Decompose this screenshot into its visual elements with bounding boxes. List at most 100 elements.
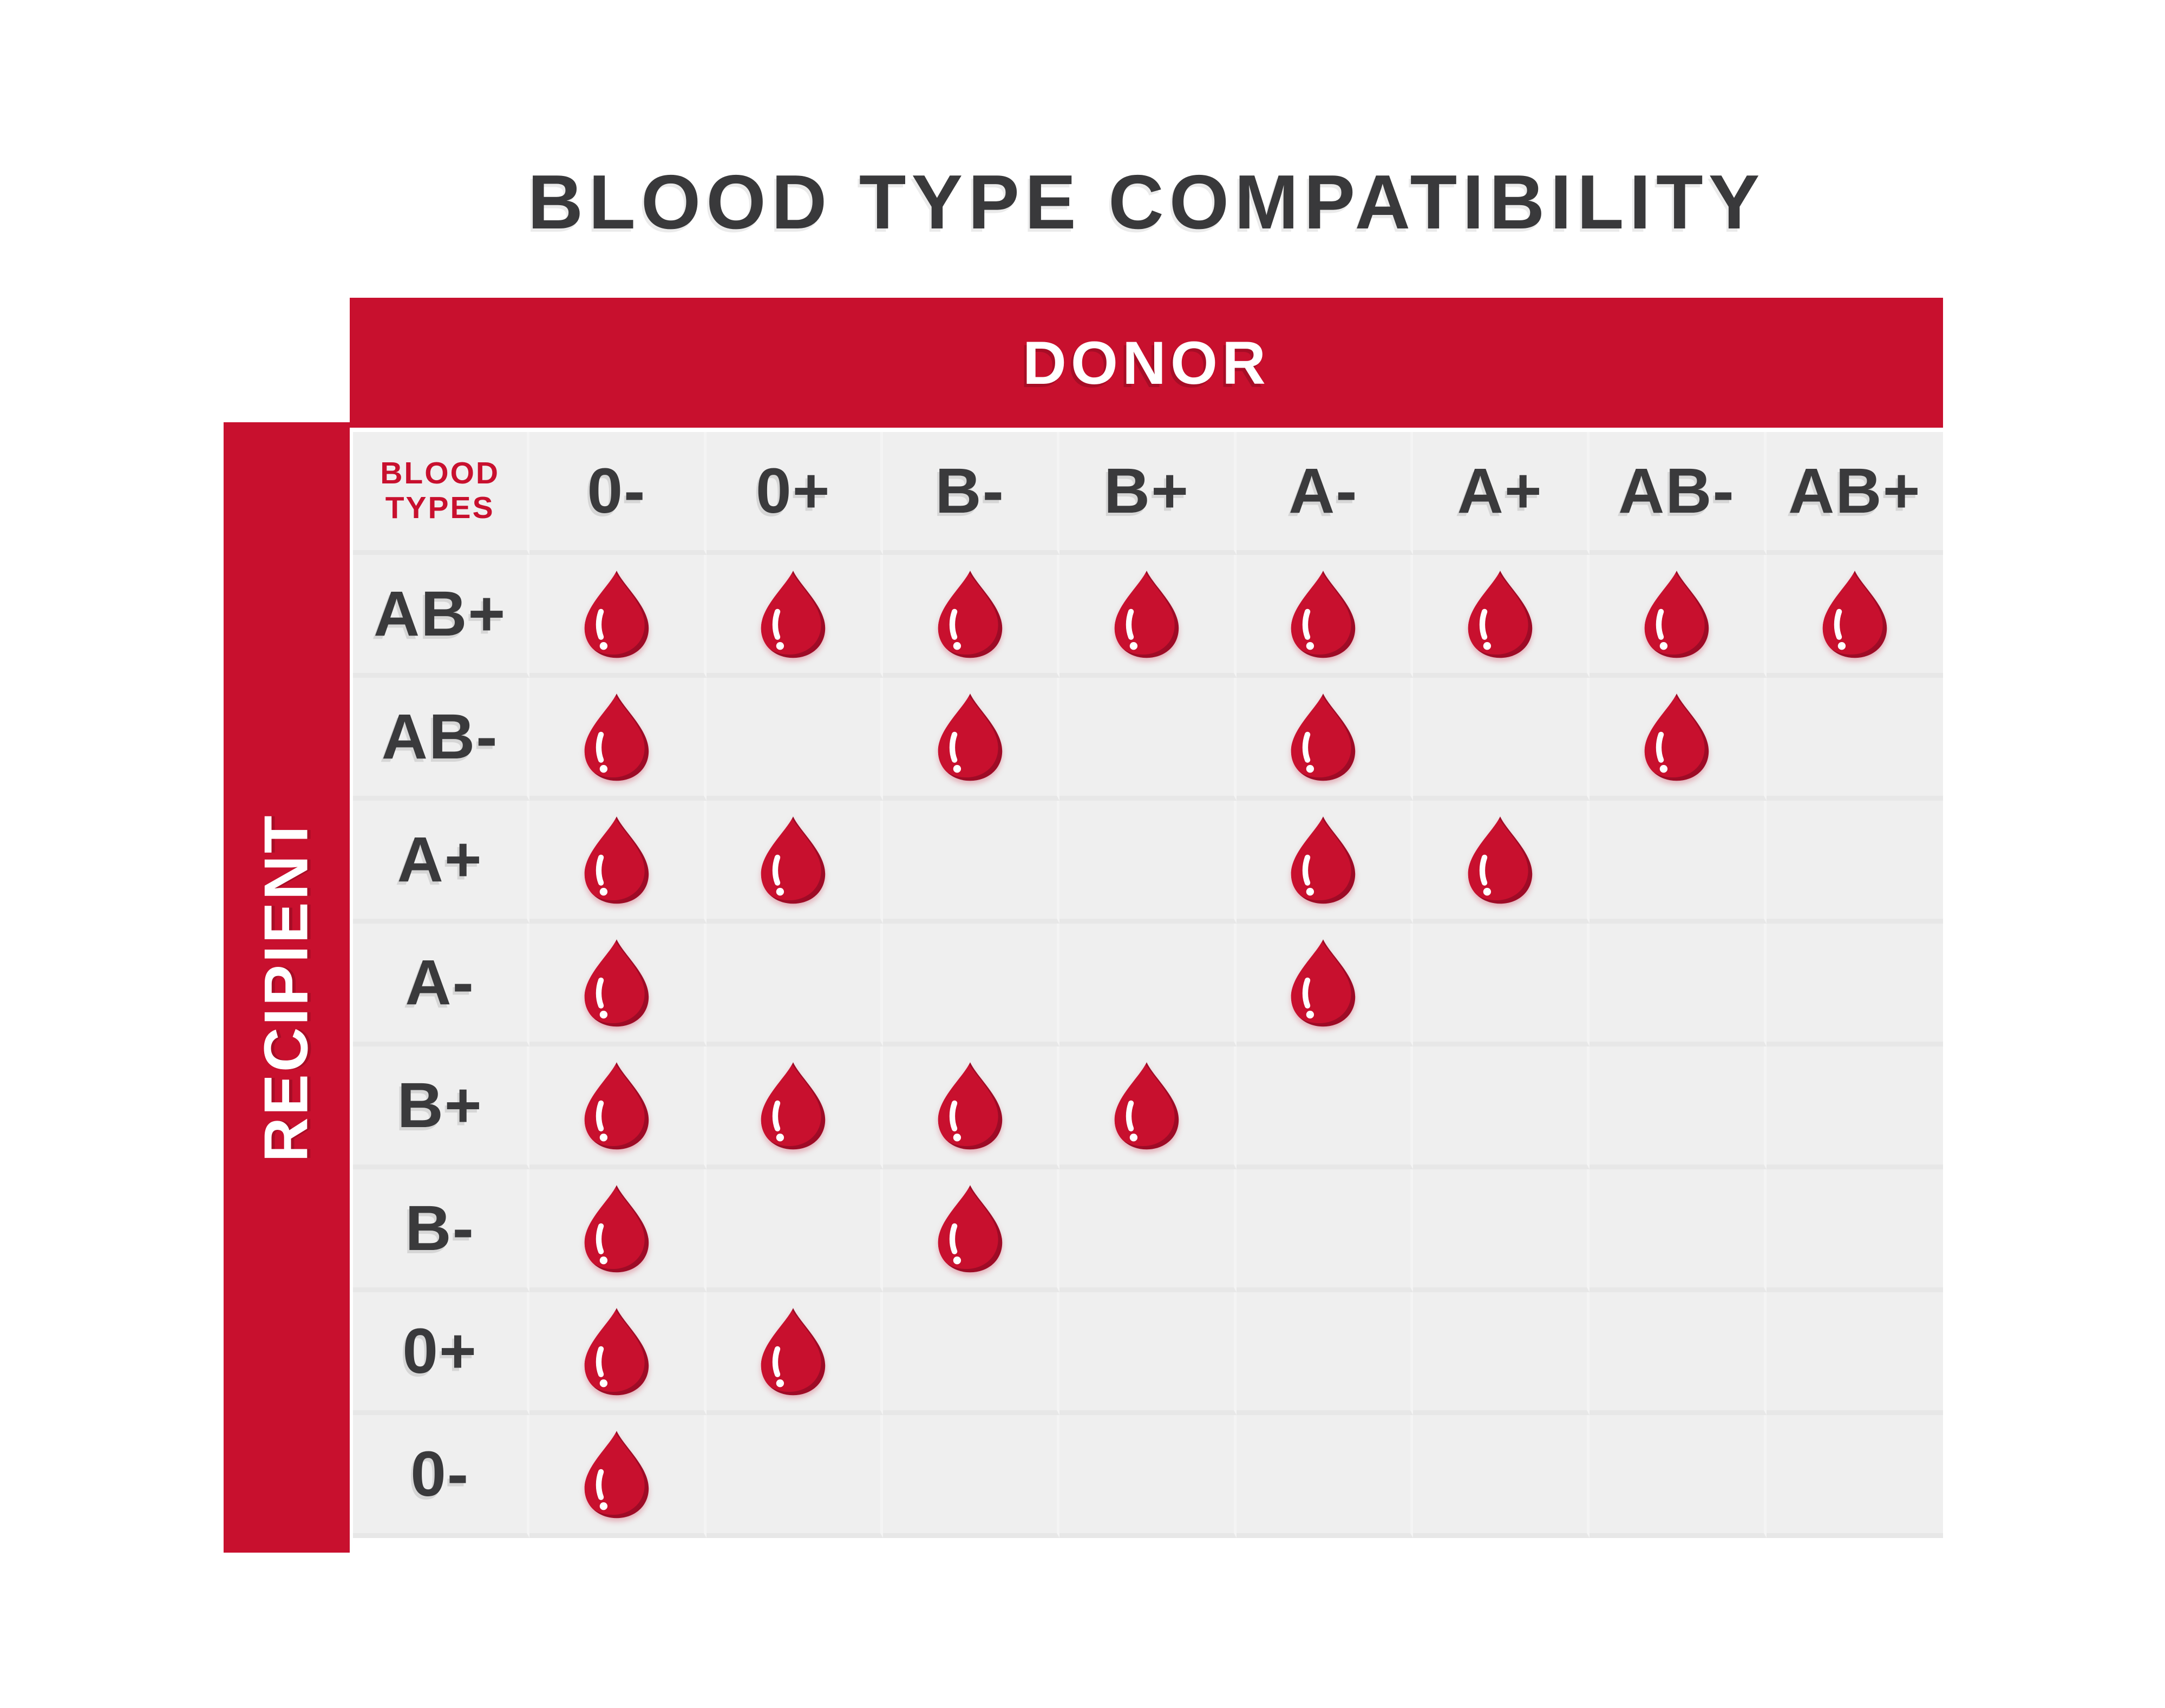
- blood-drop-icon: [1114, 1062, 1179, 1150]
- blood-drop-icon: [761, 816, 826, 904]
- matrix-cell-ab--from-0+: [706, 678, 883, 801]
- matrix-cell-a--from-ab-: [1590, 924, 1767, 1046]
- donor-column-header-a-: A-: [1236, 432, 1413, 555]
- blood-drop-icon: [761, 1308, 826, 1396]
- matrix-cell-b--from-0+: [706, 1169, 883, 1292]
- recipient-row-label-text: 0+: [402, 1316, 478, 1387]
- matrix-cell-a+-from-0-: [529, 801, 707, 924]
- recipient-row-label-0+: 0+: [353, 1292, 530, 1415]
- recipient-header-label: RECIPIENT: [252, 813, 322, 1162]
- matrix-cell-a+-from-a+: [1413, 801, 1590, 924]
- donor-column-header-label: AB+: [1788, 455, 1921, 527]
- recipient-row-label-b+: B+: [353, 1046, 530, 1169]
- blood-drop-icon: [584, 1062, 649, 1150]
- matrix-cell-a--from-b-: [883, 924, 1060, 1046]
- matrix-cell-ab--from-b+: [1059, 678, 1237, 801]
- matrix-cell-b+-from-0+: [706, 1046, 883, 1169]
- blood-drop-icon: [584, 939, 649, 1027]
- matrix-cell-ab--from-ab+: [1766, 678, 1943, 801]
- matrix-cell-0--from-0-: [529, 1415, 707, 1538]
- donor-column-header-0-: 0-: [529, 432, 707, 555]
- donor-column-header-ab-: AB-: [1590, 432, 1767, 555]
- matrix-cell-b+-from-ab+: [1766, 1046, 1943, 1169]
- matrix-cell-ab--from-0-: [529, 678, 707, 801]
- recipient-row-label-text: AB-: [381, 701, 499, 773]
- recipient-row-label-a+: A+: [353, 801, 530, 924]
- matrix-cell-b--from-0-: [529, 1169, 707, 1292]
- blood-drop-icon: [584, 571, 649, 658]
- corner-cell-blood-types: BLOOD TYPES: [353, 432, 530, 555]
- matrix-cell-0--from-b-: [883, 1415, 1060, 1538]
- blood-drop-icon: [938, 1185, 1002, 1273]
- matrix-cell-b--from-b-: [883, 1169, 1060, 1292]
- matrix-cell-a--from-a-: [1236, 924, 1413, 1046]
- matrix-cell-a+-from-b+: [1059, 801, 1237, 924]
- blood-drop-icon: [1291, 571, 1356, 658]
- matrix-cell-a--from-a+: [1413, 924, 1590, 1046]
- matrix-cell-b--from-b+: [1059, 1169, 1237, 1292]
- matrix-cell-ab+-from-0+: [706, 555, 883, 678]
- matrix-cell-0--from-ab+: [1766, 1415, 1943, 1538]
- blood-drop-icon: [1114, 571, 1179, 658]
- recipient-row-label-text: B+: [397, 1070, 483, 1141]
- donor-column-header-ab+: AB+: [1766, 432, 1943, 555]
- matrix-cell-b+-from-0-: [529, 1046, 707, 1169]
- recipient-row-label-text: AB+: [373, 578, 507, 650]
- matrix-cell-b+-from-a-: [1236, 1046, 1413, 1169]
- corner-label-line: TYPES: [385, 490, 495, 525]
- matrix-cell-ab--from-ab-: [1590, 678, 1767, 801]
- matrix-cell-b+-from-a+: [1413, 1046, 1590, 1169]
- blood-drop-icon: [1291, 693, 1356, 781]
- matrix-cell-0+-from-b-: [883, 1292, 1060, 1415]
- matrix-cell-a+-from-ab+: [1766, 801, 1943, 924]
- blood-drop-icon: [1291, 816, 1356, 904]
- matrix-cell-ab+-from-a-: [1236, 555, 1413, 678]
- matrix-cell-a--from-ab+: [1766, 924, 1943, 1046]
- matrix-cell-a+-from-ab-: [1590, 801, 1767, 924]
- recipient-row-label-0-: 0-: [353, 1415, 530, 1538]
- donor-column-header-label: AB-: [1618, 455, 1735, 527]
- matrix-cell-0+-from-0+: [706, 1292, 883, 1415]
- matrix-cell-b+-from-b+: [1059, 1046, 1237, 1169]
- donor-column-header-label: B+: [1103, 455, 1190, 527]
- donor-column-header-a+: A+: [1413, 432, 1590, 555]
- blood-drop-icon: [584, 1185, 649, 1273]
- donor-column-header-label: 0+: [756, 455, 831, 527]
- donor-column-header-label: A-: [1288, 455, 1358, 527]
- recipient-row-label-a-: A-: [353, 924, 530, 1046]
- matrix-cell-b--from-a-: [1236, 1169, 1413, 1292]
- recipient-row-label-text: A-: [405, 947, 475, 1018]
- matrix-cell-b--from-a+: [1413, 1169, 1590, 1292]
- donor-column-header-label: 0-: [587, 455, 646, 527]
- matrix-cell-ab+-from-a+: [1413, 555, 1590, 678]
- blood-drop-icon: [584, 1308, 649, 1396]
- recipient-row-label-ab-: AB-: [353, 678, 530, 801]
- matrix-cell-ab+-from-0-: [529, 555, 707, 678]
- blood-drop-icon: [1644, 571, 1709, 658]
- blood-drop-icon: [938, 571, 1002, 658]
- recipient-row-label-b-: B-: [353, 1169, 530, 1292]
- blood-drop-icon: [584, 1431, 649, 1519]
- blood-drop-icon: [938, 1062, 1002, 1150]
- matrix-cell-0+-from-ab-: [1590, 1292, 1767, 1415]
- matrix-cell-ab--from-b-: [883, 678, 1060, 801]
- matrix-cell-0+-from-ab+: [1766, 1292, 1943, 1415]
- matrix-cell-a--from-0+: [706, 924, 883, 1046]
- blood-drop-icon: [761, 1062, 826, 1150]
- compatibility-matrix: BLOOD TYPES 0- 0+ B- B+ A- A+ AB- AB+ AB+ AB- A+ A- B+…: [353, 432, 1943, 1538]
- matrix-cell-0--from-a+: [1413, 1415, 1590, 1538]
- recipient-row-label-text: B-: [405, 1193, 475, 1264]
- donor-column-header-label: A+: [1457, 455, 1543, 527]
- matrix-cell-0+-from-a+: [1413, 1292, 1590, 1415]
- matrix-cell-a+-from-a-: [1236, 801, 1413, 924]
- blood-drop-icon: [1291, 939, 1356, 1027]
- recipient-row-label-ab+: AB+: [353, 555, 530, 678]
- blood-drop-icon: [1468, 816, 1532, 904]
- matrix-cell-b--from-ab+: [1766, 1169, 1943, 1292]
- matrix-cell-ab+-from-ab+: [1766, 555, 1943, 678]
- blood-drop-icon: [1822, 571, 1887, 658]
- donor-column-header-b-: B-: [883, 432, 1060, 555]
- matrix-cell-a--from-0-: [529, 924, 707, 1046]
- matrix-cell-0+-from-0-: [529, 1292, 707, 1415]
